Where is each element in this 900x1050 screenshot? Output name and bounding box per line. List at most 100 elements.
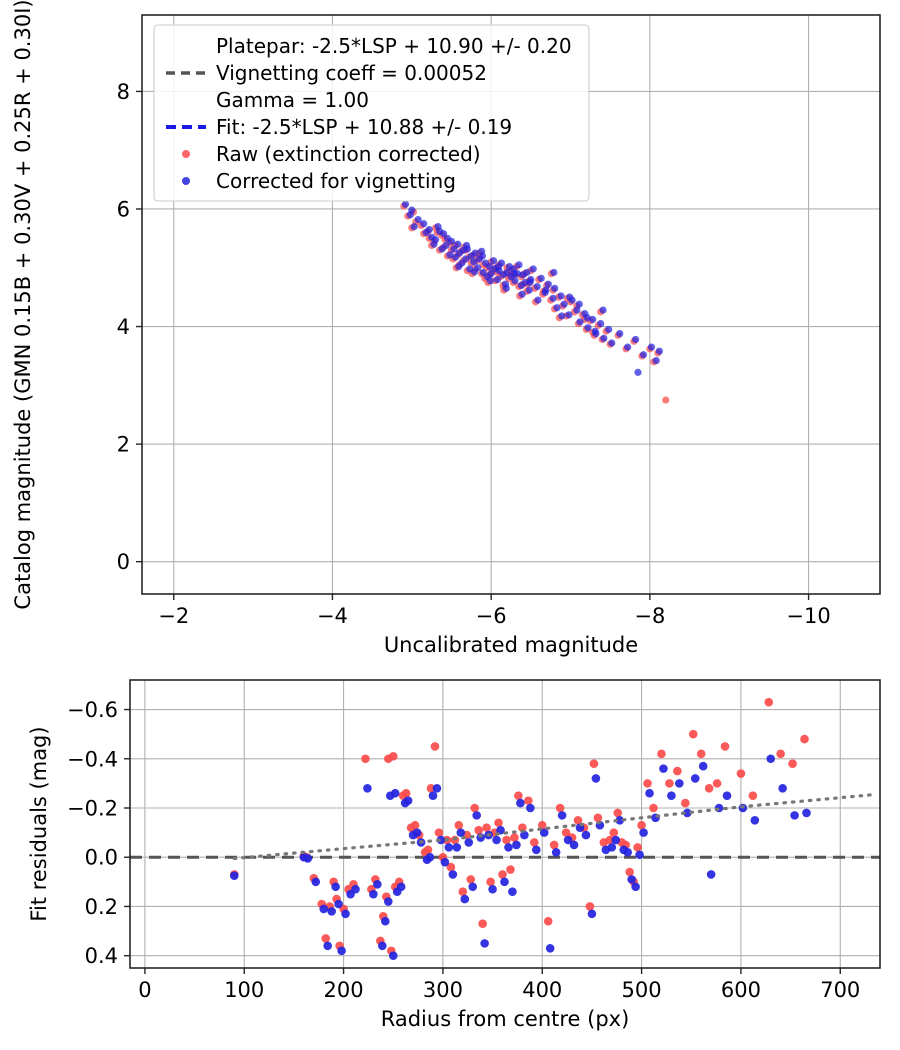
data-point (396, 882, 406, 892)
vignetting-trend-line (232, 792, 877, 861)
data-point (474, 825, 483, 835)
data-point (605, 325, 613, 334)
data-point (458, 887, 468, 896)
data-point (460, 894, 470, 904)
xtick-label-2: −6 (476, 604, 507, 628)
data-point (410, 223, 418, 231)
ytick-label-1: 2 (117, 433, 130, 457)
data-point (557, 292, 565, 300)
data-point (436, 835, 446, 845)
data-point (662, 396, 670, 404)
ytick-label-0: 0 (117, 550, 130, 574)
data-point (573, 306, 581, 314)
data-point (608, 339, 616, 347)
ytick-label-4: 8 (117, 80, 130, 104)
data-point (736, 769, 746, 778)
data-point (722, 791, 732, 800)
data-point (543, 916, 553, 926)
data-point (383, 897, 393, 906)
data-point (455, 262, 463, 271)
data-point (485, 262, 494, 271)
data-point (494, 262, 502, 271)
data-point (493, 275, 502, 284)
data-point (558, 312, 566, 320)
data-point (448, 870, 458, 879)
data-point (500, 877, 509, 887)
data-point (351, 884, 360, 894)
data-point (410, 820, 420, 830)
data-point (471, 249, 479, 257)
legend-label-4: Raw (extinction corrected) (216, 142, 481, 166)
data-point (430, 742, 440, 751)
data-point (553, 304, 561, 312)
data-point (609, 828, 619, 837)
data-point (468, 882, 478, 892)
data-point (569, 840, 579, 850)
data-point (450, 245, 458, 253)
data-point (443, 234, 452, 242)
data-point (647, 343, 656, 351)
legend-background (153, 24, 590, 202)
data-point (435, 227, 444, 235)
data-point (383, 754, 393, 764)
data-point (514, 791, 523, 800)
data-point (545, 944, 555, 953)
data-layer-photometry-fit (400, 200, 670, 404)
xtick-label-3: −8 (634, 604, 665, 628)
data-point (480, 939, 489, 948)
data-point (456, 828, 466, 837)
data-point (690, 774, 700, 783)
data-point (440, 857, 450, 867)
data-point (478, 252, 487, 260)
data-point (452, 843, 462, 852)
data-point (373, 880, 382, 889)
axes-frame-photometry-fit (141, 14, 881, 595)
xtick-label-0: −2 (158, 604, 189, 628)
data-point (444, 843, 454, 852)
data-point (635, 850, 644, 860)
data-point (502, 835, 511, 845)
panel-fit-residuals: 0 100 200 300 400 500 600 700 0.4 0.2 0.0 −0.2 −0.4 −… (27, 679, 881, 1031)
xaxis-title-fit-residuals: Radius from centre (px) (381, 1007, 630, 1031)
data-point (337, 946, 346, 956)
yaxis-title-fit-residuals: Fit residuals (mag) (27, 726, 51, 921)
data-point (605, 835, 615, 845)
legend-label-1: Vignetting coeff = 0.00052 (216, 61, 487, 85)
yaxis-title-photometry-fit: Catalog magnitude (GMN 0.15B + 0.30V + 0… (11, 0, 35, 610)
ytick-label-2: 4 (117, 315, 130, 339)
data-point (488, 884, 497, 894)
xtick-label-4: 400 (522, 978, 562, 1002)
data-point (790, 811, 799, 820)
data-point (555, 803, 565, 813)
xtick-label-5: 500 (622, 978, 662, 1002)
data-point (557, 811, 567, 820)
data-point (624, 343, 632, 351)
data-point (526, 278, 534, 287)
data-point (430, 240, 438, 248)
legend-marker-raw-dot (182, 150, 190, 158)
data-point (706, 870, 716, 879)
data-point (544, 280, 552, 288)
data-point (454, 240, 462, 248)
data-point (597, 320, 605, 328)
data-point (486, 277, 494, 285)
data-point (470, 258, 478, 266)
data-point (498, 870, 507, 879)
xtick-label-7: 700 (820, 978, 860, 1002)
data-point (516, 798, 525, 808)
data-point (778, 784, 787, 793)
data-point (575, 300, 583, 308)
ytick-label-5: −0.6 (67, 698, 118, 722)
data-point (623, 848, 632, 857)
data-point (675, 779, 684, 788)
data-point (518, 290, 526, 298)
data-point (637, 820, 646, 830)
xtick-label-3: 300 (423, 978, 463, 1002)
data-point (520, 830, 529, 840)
data-point (645, 788, 654, 798)
data-point (378, 941, 387, 951)
data-point (573, 816, 583, 825)
data-point (631, 335, 640, 344)
xtick-label-1: 100 (224, 978, 264, 1002)
